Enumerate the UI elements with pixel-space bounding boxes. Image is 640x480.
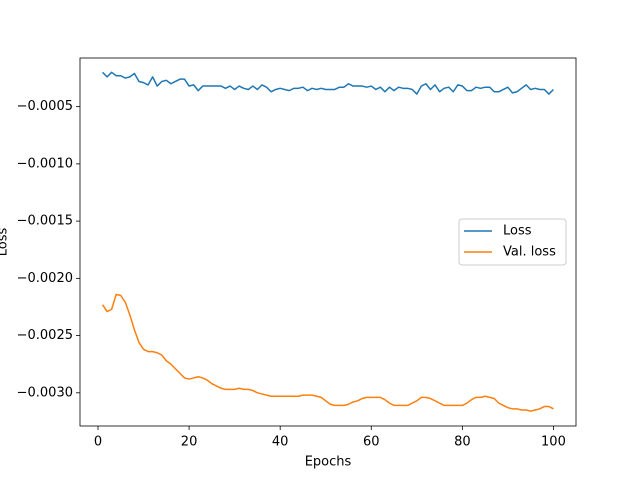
plot-frame — [79, 57, 577, 427]
x-tick-label: 100 — [541, 435, 566, 450]
legend-label: Loss — [503, 224, 532, 239]
series-line — [101, 293, 554, 412]
y-tick-label: −0.0020 — [17, 271, 73, 286]
x-tick-label: 20 — [181, 435, 198, 450]
y-tick-label: −0.0010 — [17, 156, 73, 171]
x-tick-label: 40 — [272, 435, 289, 450]
series-line — [102, 71, 554, 95]
legend: Loss Val. loss — [458, 218, 567, 266]
x-axis-label: Epochs — [305, 455, 352, 470]
x-tick-label: 0 — [94, 435, 102, 450]
x-tick-label: 60 — [363, 435, 380, 450]
legend-label: Val. loss — [503, 245, 556, 260]
y-tick-label: −0.0025 — [17, 328, 73, 343]
y-tick-label: −0.0030 — [17, 385, 73, 400]
x-tick-label: 80 — [454, 435, 471, 450]
y-tick-label: −0.0005 — [17, 99, 73, 114]
y-axis-label: Loss — [0, 228, 11, 257]
y-tick-label: −0.0015 — [17, 214, 73, 229]
